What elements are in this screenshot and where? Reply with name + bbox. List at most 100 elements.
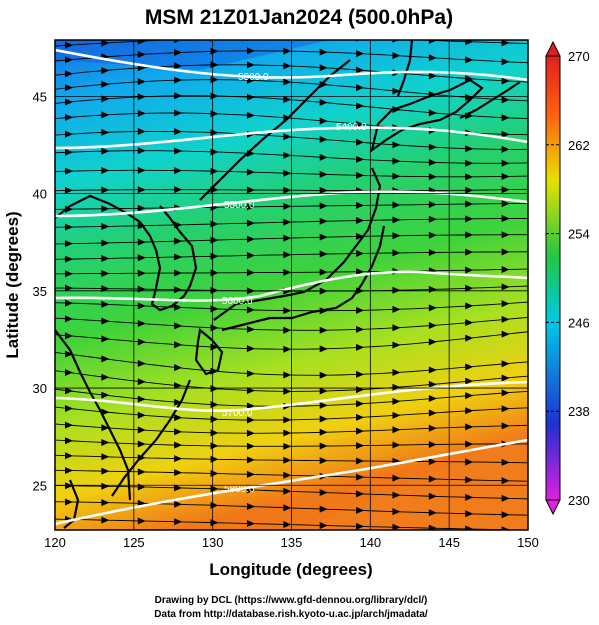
wind-arrow (319, 170, 328, 178)
x-axis-label: Longitude (degrees) (209, 560, 372, 579)
contour-label-4: 5600.0 (222, 296, 253, 307)
wind-arrow (137, 204, 146, 212)
wind-arrow (174, 92, 183, 100)
wind-arrow (246, 520, 255, 528)
wind-arrow (501, 130, 510, 138)
wind-arrow (174, 455, 183, 463)
wind-arrow (246, 93, 255, 101)
wind-arrow (428, 458, 437, 466)
wind-arrow (246, 416, 255, 424)
wind-arrow (174, 269, 183, 277)
wind-arrow (174, 109, 183, 117)
wind-arrow (174, 128, 183, 136)
china-coast (55, 194, 132, 501)
colorbar-min-triangle (545, 499, 561, 516)
wind-arrow (137, 302, 146, 310)
wind-arrow (137, 40, 146, 45)
wind-arrow (428, 72, 437, 80)
wind-arrow (137, 468, 146, 476)
wind-arrow (65, 41, 73, 49)
wind-arrow (101, 239, 110, 247)
wind-arrow (137, 411, 146, 419)
wind-arrow (465, 423, 474, 431)
wind-arrow (319, 217, 328, 225)
wind-arrow (356, 66, 365, 74)
colorbar-tick-label: 238 (568, 404, 590, 419)
wind-arrow (356, 201, 365, 209)
wind-arrow (174, 364, 183, 372)
wind-arrow (65, 255, 73, 263)
wind-arrow (283, 234, 292, 242)
wind-arrow (501, 114, 510, 122)
wind-arrow (65, 98, 73, 106)
wind-arrow (501, 40, 510, 47)
credit-drawing: Drawing by DCL (https://www.gfd-dennou.o… (155, 595, 428, 606)
wind-arrow (356, 268, 365, 276)
wind-arrow (174, 253, 183, 261)
credit-data: Data from http://database.rish.kyoto-u.a… (154, 609, 428, 620)
wind-arrow (137, 320, 146, 328)
y-axis-ticks: 25 30 35 40 45 (33, 89, 528, 493)
wind-arrow (65, 466, 73, 474)
wind-arrow (319, 345, 328, 353)
x-tick-label: 140 (359, 535, 381, 550)
coastlines (55, 40, 521, 529)
korea-coast (127, 205, 198, 312)
wind-arrow (101, 269, 110, 277)
wind-arrow (65, 223, 73, 231)
wind-arrow (465, 231, 474, 239)
wind-arrow (174, 441, 183, 449)
wind-arrow (428, 215, 437, 223)
wind-arrow (465, 215, 474, 223)
wind-arrow (283, 504, 292, 512)
wind-arrow (101, 453, 110, 461)
wind-arrow (65, 498, 73, 506)
wind-arrow (174, 322, 183, 330)
wind-arrow (65, 315, 73, 323)
wind-arrow (501, 389, 510, 397)
wind-arrow (283, 371, 292, 379)
contour-label-5: 5700.0 (222, 408, 253, 419)
wind-arrow (319, 457, 328, 465)
wind-arrow (356, 138, 365, 146)
wind-arrow (392, 201, 401, 209)
wind-arrow (319, 135, 328, 143)
wind-arrow (283, 387, 292, 395)
wind-arrow (174, 147, 183, 155)
warm-region (300, 430, 528, 530)
wind-arrow (319, 64, 328, 72)
wind-arrow (392, 286, 401, 294)
wind-arrow (246, 402, 255, 410)
wind-arrow (392, 491, 401, 499)
wind-arrow (246, 251, 255, 259)
wind-arrow (246, 345, 255, 353)
wind-arrow (428, 40, 437, 44)
wind-arrow (501, 300, 510, 308)
wind-arrow (428, 441, 437, 449)
wind-arrow (283, 133, 292, 141)
wind-arrow (501, 77, 510, 85)
wind-arrow (65, 56, 73, 64)
wind-arrow (246, 61, 255, 69)
wind-arrow (392, 172, 401, 180)
wind-arrow (319, 98, 328, 106)
wind-arrow (428, 409, 437, 417)
wind-arrow (101, 40, 110, 47)
wind-arrow (428, 338, 437, 346)
wind-arrow (465, 458, 474, 466)
wind-arrow (174, 469, 183, 477)
wind-arrow (174, 167, 183, 175)
wind-arrow (137, 517, 146, 525)
wind-arrow (65, 332, 73, 340)
wind-arrow (246, 111, 255, 119)
wind-arrow (246, 219, 255, 227)
wind-arrow (137, 109, 146, 117)
wind-arrow (137, 127, 146, 135)
wind-arrow (356, 413, 365, 421)
wind-arrow (65, 186, 73, 194)
wind-arrow (174, 428, 183, 436)
wind-arrow (246, 470, 255, 478)
wind-arrow (465, 56, 474, 64)
honshu-south (221, 225, 386, 332)
